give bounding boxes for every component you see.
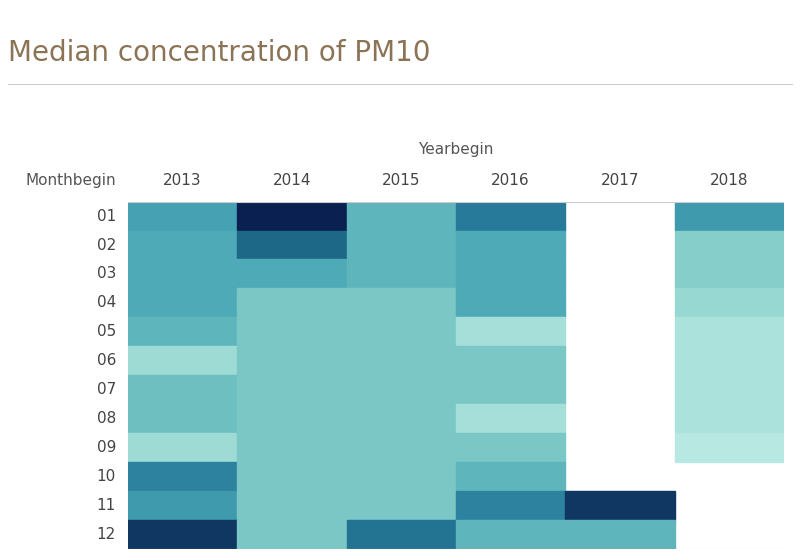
Bar (346, 462, 456, 491)
Text: Median concentration of PM10: Median concentration of PM10 (8, 39, 430, 67)
Bar (238, 375, 346, 404)
Bar (346, 433, 456, 462)
Bar (128, 433, 238, 462)
Bar (674, 318, 784, 346)
Bar (238, 404, 346, 433)
Bar (238, 346, 346, 375)
Bar (456, 433, 566, 462)
Bar (346, 318, 456, 346)
Bar (128, 259, 238, 288)
Bar (346, 520, 456, 549)
Bar (238, 520, 346, 549)
Bar (128, 202, 238, 231)
Bar (674, 231, 784, 259)
Bar (238, 433, 346, 462)
Text: 04: 04 (97, 295, 116, 310)
Text: 2017: 2017 (601, 172, 639, 188)
Bar (456, 491, 566, 520)
Bar (346, 404, 456, 433)
Bar (128, 231, 238, 259)
Bar (456, 318, 566, 346)
Bar (238, 491, 346, 520)
Bar (128, 462, 238, 491)
Bar (238, 318, 346, 346)
Bar (674, 259, 784, 288)
Bar (456, 288, 566, 318)
Text: 06: 06 (97, 353, 116, 368)
Text: 05: 05 (97, 324, 116, 339)
Text: 2016: 2016 (491, 172, 530, 188)
Bar (674, 288, 784, 318)
Text: 09: 09 (97, 440, 116, 455)
Bar (238, 288, 346, 318)
Text: 02: 02 (97, 237, 116, 253)
Bar (456, 202, 566, 231)
Text: 2013: 2013 (163, 172, 202, 188)
Bar (566, 520, 674, 549)
Bar (346, 259, 456, 288)
Bar (456, 404, 566, 433)
Bar (456, 375, 566, 404)
Bar (128, 318, 238, 346)
Text: 10: 10 (97, 469, 116, 484)
Text: 08: 08 (97, 411, 116, 426)
Bar (346, 288, 456, 318)
Text: 12: 12 (97, 527, 116, 542)
Bar (456, 259, 566, 288)
Text: 01: 01 (97, 208, 116, 223)
Text: 2015: 2015 (382, 172, 421, 188)
Text: 11: 11 (97, 498, 116, 513)
Text: 2018: 2018 (710, 172, 749, 188)
Bar (346, 231, 456, 259)
Text: 2014: 2014 (273, 172, 311, 188)
Bar (674, 375, 784, 404)
Bar (238, 231, 346, 259)
Bar (674, 404, 784, 433)
Text: Yearbegin: Yearbegin (418, 142, 494, 157)
Bar (456, 520, 566, 549)
Bar (238, 259, 346, 288)
Text: 03: 03 (97, 267, 116, 282)
Bar (346, 491, 456, 520)
Bar (128, 520, 238, 549)
Bar (238, 462, 346, 491)
Bar (346, 202, 456, 231)
Bar (128, 404, 238, 433)
Text: Monthbegin: Monthbegin (26, 172, 116, 188)
Bar (674, 433, 784, 462)
Bar (238, 202, 346, 231)
Bar (128, 375, 238, 404)
Bar (456, 346, 566, 375)
Bar (346, 346, 456, 375)
Text: 07: 07 (97, 382, 116, 397)
Bar (456, 462, 566, 491)
Bar (128, 346, 238, 375)
Bar (456, 231, 566, 259)
Bar (128, 288, 238, 318)
Bar (346, 375, 456, 404)
Bar (674, 202, 784, 231)
Bar (128, 491, 238, 520)
Bar (674, 346, 784, 375)
Bar (566, 491, 674, 520)
